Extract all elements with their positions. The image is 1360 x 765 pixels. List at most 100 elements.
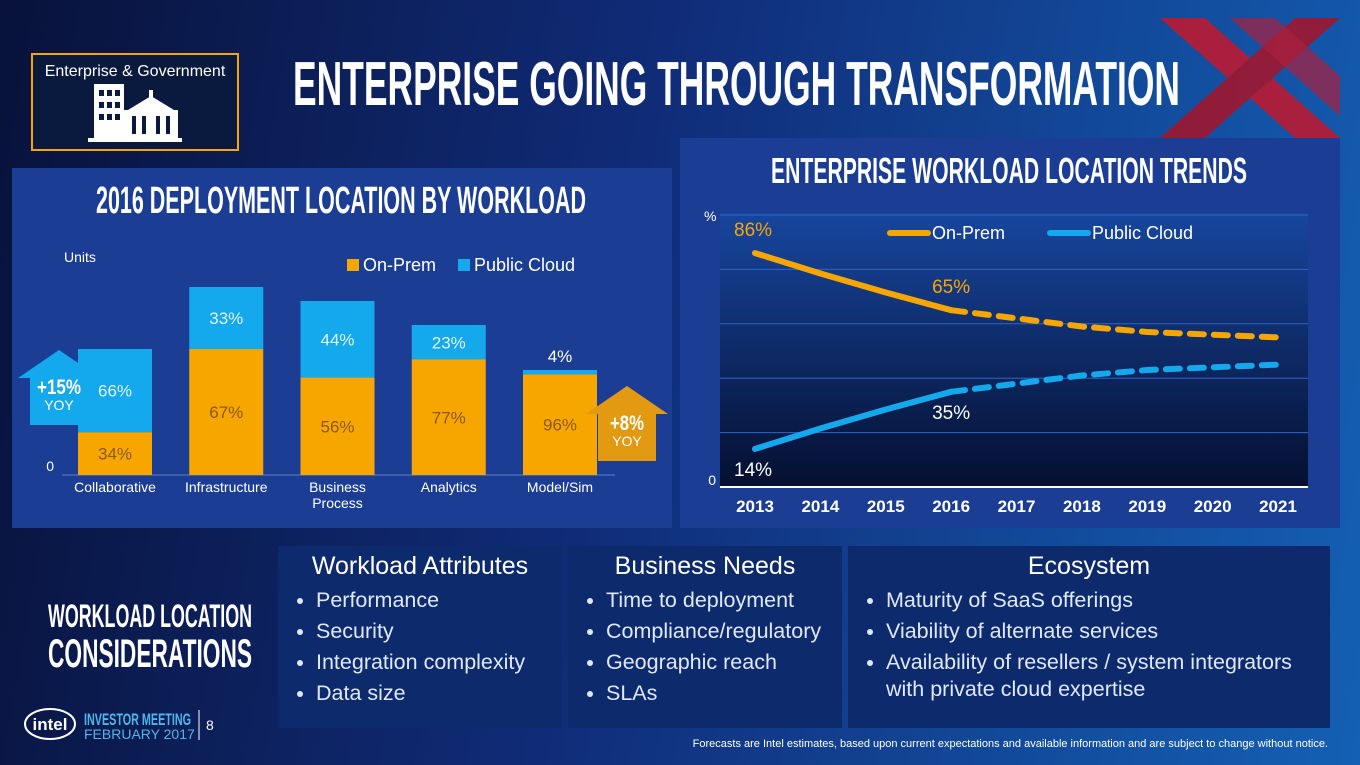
group-list: Performance Security Integration complex…: [288, 587, 552, 707]
legend-label: On-Prem: [932, 223, 1005, 243]
data-label: 77%: [432, 408, 466, 427]
data-label: 67%: [209, 403, 243, 422]
annotation-subtext: YOY: [44, 397, 74, 413]
x-tick-label: Collaborative: [74, 479, 156, 495]
data-label: 65%: [932, 277, 970, 298]
x-tick-label: Analytics: [420, 479, 477, 495]
series-line: [752, 388, 955, 452]
event-date: FEBRUARY 2017: [84, 726, 195, 742]
group-item: Viability of alternate services: [886, 618, 1320, 645]
group-box: Business Needs Time to deployment Compli…: [568, 546, 842, 728]
plot-area: [720, 213, 1308, 487]
y-axis-label: Units: [64, 249, 96, 265]
group-item: Maturity of SaaS offerings: [886, 587, 1320, 614]
x-tick-wrap: Infrastructure: [185, 479, 268, 495]
annotation-text: +15%: [37, 376, 81, 399]
annotation-arrow: [18, 350, 100, 425]
group-list: Maturity of SaaS offerings Viability of …: [858, 587, 1320, 703]
legend-swatch: [458, 259, 470, 271]
series-line: [948, 307, 1281, 341]
building-windows: [99, 90, 170, 134]
x-tick-label: Business Process: [309, 479, 366, 511]
bar-segment: [300, 377, 375, 475]
group-item: Compliance/regulatory: [606, 618, 832, 645]
group-item: Integration complexity: [316, 649, 552, 676]
x-tick-label: 2020: [1194, 497, 1232, 516]
group-item: Security: [316, 618, 552, 645]
group-item: SLAs: [606, 680, 832, 707]
x-tick-label: 2015: [867, 497, 905, 516]
line-chart-title: ENTERPRISE WORKLOAD LOCATION TRENDS: [771, 150, 1247, 191]
x-tick-label: 2019: [1128, 497, 1166, 516]
considerations-title: CONSIDERATIONS: [48, 632, 252, 676]
x-tick-label: 2014: [801, 497, 839, 516]
annotation-text: +8%: [610, 412, 644, 435]
legend-label: Public Cloud: [1092, 223, 1193, 243]
badge-label: Enterprise & Government: [45, 63, 226, 80]
annotation-arrow: [586, 386, 668, 461]
event-name: INVESTOR MEETING: [84, 710, 191, 729]
y-axis-label: %: [704, 208, 716, 224]
data-label: 96%: [543, 416, 577, 435]
group-item: Performance: [316, 587, 552, 614]
group-box: Workload Attributes Performance Security…: [278, 546, 562, 728]
considerations-title: WORKLOAD LOCATION: [48, 598, 252, 634]
bar-segment: [78, 349, 152, 433]
x-tick-wrap: Model/Sim: [526, 479, 594, 495]
group-item: Availability of resellers / system integ…: [886, 649, 1320, 703]
x-tick-wrap: Collaborative: [74, 479, 156, 495]
x-tick-label: 2018: [1063, 497, 1101, 516]
logo: intel: [33, 715, 68, 734]
legend-label: On-Prem: [363, 255, 436, 275]
x-tick-wrap: Business Process: [309, 479, 366, 511]
x-tick-label: 2013: [736, 497, 774, 516]
bar-segment: [411, 359, 486, 475]
group-item: Time to deployment: [606, 587, 832, 614]
data-label: 23%: [432, 333, 466, 352]
bar-segment: [411, 325, 486, 360]
x-tick-label: 2016: [932, 497, 970, 516]
bar-segment: [523, 370, 597, 375]
data-label: 4%: [548, 347, 573, 366]
disclaimer: Forecasts are Intel estimates, based upo…: [693, 738, 1328, 750]
y-tick-label: 0: [708, 472, 716, 488]
data-label: 44%: [320, 330, 354, 349]
group-heading: Business Needs: [614, 552, 796, 580]
data-label: 66%: [98, 382, 132, 401]
y-tick-label: 0: [46, 458, 54, 474]
group-item: Geographic reach: [606, 649, 832, 676]
legend-label: Public Cloud: [474, 255, 575, 275]
data-label: 14%: [734, 460, 772, 481]
x-tick-label: 2017: [998, 497, 1036, 516]
annotation-subtext: YOY: [612, 433, 642, 449]
bar-segment: [523, 374, 597, 475]
logo-xx: [1160, 18, 1340, 138]
data-label: 33%: [209, 309, 243, 328]
x-tick-label: Model/Sim: [526, 479, 594, 495]
series-line: [752, 250, 955, 314]
data-label: 56%: [320, 417, 354, 436]
group-list: Time to deployment Compliance/regulatory…: [578, 587, 832, 707]
series-line: [948, 361, 1281, 395]
legend-swatch: [347, 259, 359, 271]
page-number: 8: [206, 717, 214, 733]
group-heading: Ecosystem: [1027, 552, 1151, 580]
logo-ring: [24, 708, 76, 740]
group-heading: Workload Attributes: [311, 552, 529, 580]
bar-segment: [189, 287, 264, 350]
x-tick-wrap: Analytics: [420, 479, 477, 495]
slide-title: ENTERPRISE GOING THROUGH TRANSFORMATION: [293, 50, 1180, 119]
group-box: Ecosystem Maturity of SaaS offerings Via…: [848, 546, 1330, 728]
bar-chart-title: 2016 DEPLOYMENT LOCATION BY WORKLOAD: [96, 180, 586, 222]
data-label: 86%: [734, 220, 772, 241]
data-label: 35%: [932, 403, 970, 424]
x-tick-label: 2021: [1259, 497, 1297, 516]
bar-segment: [78, 432, 152, 475]
bar-segment: [300, 301, 375, 378]
group-item: Data size: [316, 680, 552, 707]
x-tick-label: Infrastructure: [185, 479, 268, 495]
bar-segment: [189, 349, 264, 475]
data-label: 34%: [98, 445, 132, 464]
